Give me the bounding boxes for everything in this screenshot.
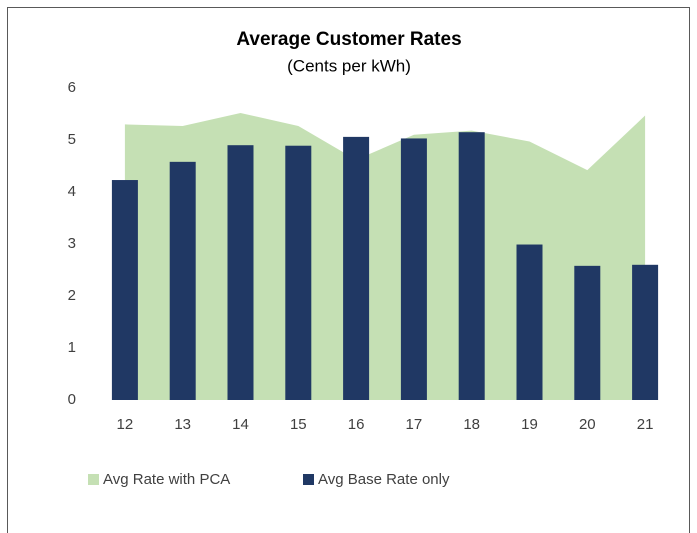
x-tick-label: 12 <box>117 416 134 433</box>
bar <box>458 132 485 400</box>
x-tick-label: 13 <box>174 416 191 433</box>
bar <box>227 145 254 400</box>
bar <box>111 180 138 400</box>
bar <box>516 244 543 400</box>
x-tick-label: 17 <box>406 416 423 433</box>
bar <box>343 136 370 400</box>
bar <box>285 145 312 400</box>
x-tick-label: 19 <box>521 416 538 433</box>
y-tick-label: 5 <box>68 131 76 148</box>
y-tick-label: 6 <box>68 79 76 96</box>
x-tick-label: 18 <box>463 416 480 433</box>
legend-swatch <box>88 474 99 485</box>
bar <box>632 264 659 400</box>
x-tick-label: 21 <box>637 416 654 433</box>
chart-subtitle: (Cents per kWh) <box>287 56 411 75</box>
x-tick-label: 14 <box>232 416 249 433</box>
y-tick-label: 3 <box>68 235 76 252</box>
chart-title: Average Customer Rates <box>236 29 461 50</box>
bar <box>400 138 427 400</box>
y-tick-label: 2 <box>68 287 76 304</box>
x-tick-label: 20 <box>579 416 596 433</box>
x-tick-label: 16 <box>348 416 365 433</box>
bar <box>169 161 196 400</box>
y-tick-label: 1 <box>68 339 76 356</box>
legend-label: Avg Rate with PCA <box>103 471 230 488</box>
legend-label: Avg Base Rate only <box>318 471 450 488</box>
y-tick-label: 4 <box>68 183 76 200</box>
y-tick-label: 0 <box>68 391 76 408</box>
legend-swatch <box>303 474 314 485</box>
x-tick-label: 15 <box>290 416 307 433</box>
bar <box>574 265 601 400</box>
area <box>124 112 646 401</box>
